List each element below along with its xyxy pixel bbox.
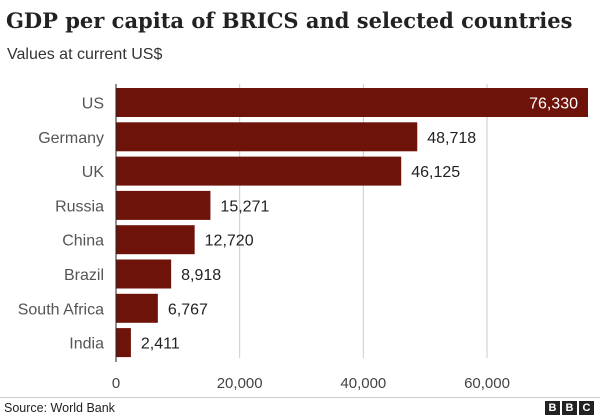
category-label: US xyxy=(82,96,104,113)
bar xyxy=(116,225,195,255)
chart-subtitle: Values at current US$ xyxy=(7,46,163,63)
category-label: China xyxy=(62,233,104,250)
bar xyxy=(116,328,131,358)
bbc-logo: B B C xyxy=(545,401,594,415)
bar xyxy=(116,190,211,220)
value-label: 8,918 xyxy=(181,267,221,284)
bar xyxy=(116,88,588,117)
source-note: Source: World Bank xyxy=(4,401,115,415)
bbc-logo-letter: B xyxy=(562,401,577,415)
value-label: 12,720 xyxy=(205,233,254,250)
category-label: India xyxy=(69,336,104,353)
category-label: UK xyxy=(82,164,105,181)
value-label: 48,718 xyxy=(427,130,476,147)
bar xyxy=(116,293,158,323)
x-tick-label: 20,000 xyxy=(217,375,263,392)
category-label: Russia xyxy=(55,198,104,215)
chart-title: GDP per capita of BRICS and selected cou… xyxy=(6,8,573,33)
bar xyxy=(116,259,172,289)
value-label: 6,767 xyxy=(168,301,208,318)
bbc-logo-letter: C xyxy=(579,401,594,415)
bbc-logo-letter: B xyxy=(545,401,560,415)
x-tick-label: 0 xyxy=(112,375,120,392)
category-label: Brazil xyxy=(64,267,104,284)
category-label: Germany xyxy=(38,130,104,147)
value-label: 46,125 xyxy=(411,164,460,181)
bar xyxy=(116,156,402,186)
footer-divider xyxy=(0,397,600,398)
value-label: 15,271 xyxy=(220,198,269,215)
x-tick-label: 60,000 xyxy=(464,375,510,392)
category-label: South Africa xyxy=(18,301,104,318)
bar xyxy=(116,122,418,152)
value-label: 76,330 xyxy=(529,96,578,113)
value-label: 2,411 xyxy=(141,336,180,353)
x-tick-label: 40,000 xyxy=(340,375,386,392)
